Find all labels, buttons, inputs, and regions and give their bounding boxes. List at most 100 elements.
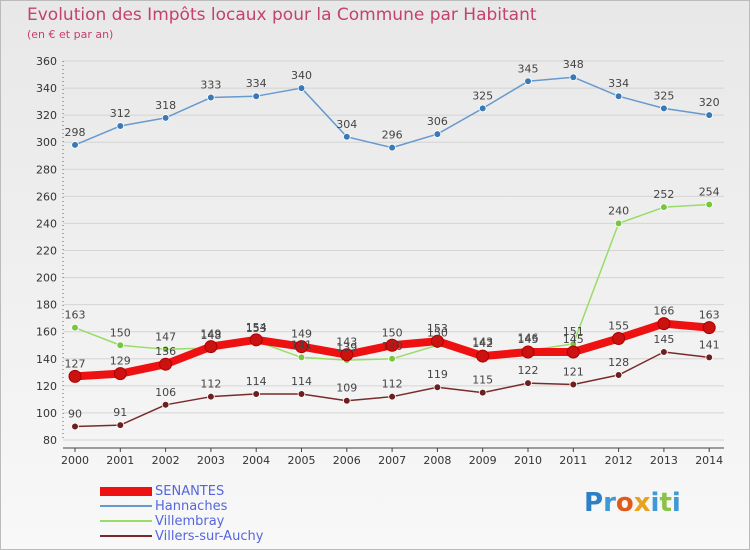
data-label: 114 [291,375,312,388]
data-label: 334 [246,77,267,90]
data-point [569,380,578,389]
data-point [207,93,215,102]
x-tick-label: 2013 [650,454,678,467]
data-label: 298 [65,126,86,139]
data-point [385,338,399,352]
data-point [113,367,127,381]
data-point [116,122,125,130]
data-label: 320 [699,96,720,109]
grid-layer [63,60,724,441]
y-tick-label: 80 [43,434,57,447]
data-point [388,354,396,363]
data-label: 149 [200,328,221,341]
data-label: 112 [382,378,403,391]
y-tick-label: 280 [36,163,57,176]
data-label: 109 [336,382,357,395]
legend-swatch [100,505,152,507]
data-label: 139 [336,341,357,354]
data-label: 145 [563,333,584,346]
data-point [252,390,261,398]
data-label: 163 [65,309,86,322]
data-label: 154 [246,321,267,334]
data-point [521,345,535,359]
data-point [204,340,218,354]
data-label: 304 [336,118,357,131]
data-point [657,317,671,331]
x-tick-label: 2014 [695,454,723,467]
data-label: 150 [382,326,403,339]
data-point [705,200,713,209]
series-layer [68,73,716,431]
data-label: 149 [291,328,312,341]
data-label: 142 [472,337,493,350]
data-point [614,371,623,379]
y-tick-label: 120 [36,380,57,393]
data-point [660,104,668,113]
data-point [478,388,487,397]
y-tick-label: 100 [36,407,57,420]
data-label: 136 [155,345,176,358]
data-point [614,92,623,100]
data-label: 119 [427,368,448,381]
data-label: 296 [382,129,403,142]
data-point [68,369,82,383]
data-point [116,341,125,350]
data-label: 306 [427,115,448,128]
data-point [660,203,668,211]
data-label: 163 [699,309,720,322]
legend-label: Hannaches [155,499,228,514]
data-point [295,340,308,354]
y-tick-label: 160 [36,326,57,339]
data-point [71,422,79,431]
logo-letter: i [671,488,681,518]
data-point [614,219,623,228]
data-label: 150 [427,326,448,339]
x-tick-label: 2011 [559,454,587,467]
legend-label: Villers-sur-Auchy [155,529,264,544]
data-point [340,348,354,362]
x-tick-label: 2003 [197,454,225,467]
data-point [705,111,713,119]
data-label: 334 [608,77,629,90]
data-label: 141 [291,338,312,351]
data-label: 252 [653,188,674,201]
data-label: 115 [472,374,493,387]
data-point [297,84,306,92]
data-label: 153 [246,322,267,335]
x-tick-label: 2009 [469,454,497,467]
data-label: 333 [200,79,221,92]
data-label: 122 [518,364,539,377]
data-point [249,333,263,347]
logo-letter: t [659,488,672,518]
data-point [702,321,716,335]
legend-swatch [100,486,152,496]
data-point [524,379,532,387]
data-label: 146 [518,332,539,345]
logo-letter: r [603,488,616,518]
data-point [569,73,578,82]
data-label: 112 [200,378,221,391]
data-point [660,348,668,356]
data-label: 325 [653,89,674,102]
y-tick-label: 180 [36,299,57,312]
y-tick-label: 360 [36,55,57,68]
data-point [342,396,351,405]
x-tick-label: 2005 [288,454,316,467]
data-label: 143 [472,336,493,349]
x-tick-label: 2001 [106,454,134,467]
x-tick-label: 2000 [61,454,89,467]
data-label: 114 [246,375,267,388]
data-label: 90 [68,407,82,420]
data-label: 128 [608,356,629,369]
x-tick-label: 2004 [242,454,270,467]
chart-subtitle: (en € et par an) [27,28,114,41]
x-tick-label: 2007 [378,454,406,467]
y-tick-label: 320 [36,109,57,122]
data-point [388,392,396,401]
data-label: 127 [65,357,86,370]
y-tick-label: 220 [36,245,57,258]
data-label: 129 [110,355,131,368]
chart-title: Evolution des Impôts locaux pour la Comm… [27,5,537,25]
legend-label: SENANTES [155,484,225,499]
